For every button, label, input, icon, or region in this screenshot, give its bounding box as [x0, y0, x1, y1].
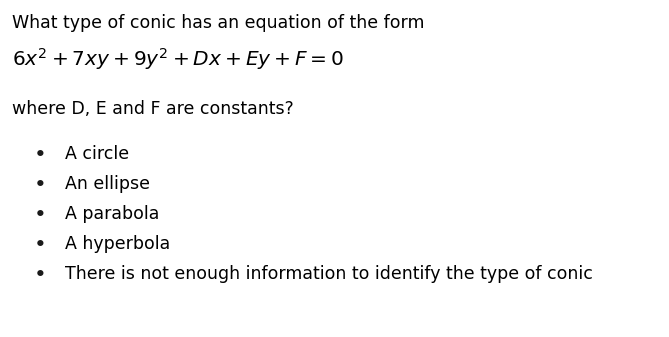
Text: An ellipse: An ellipse	[65, 175, 150, 193]
Text: What type of conic has an equation of the form: What type of conic has an equation of th…	[12, 14, 425, 32]
Text: A hyperbola: A hyperbola	[65, 235, 170, 253]
Text: A circle: A circle	[65, 145, 129, 163]
Text: •: •	[33, 205, 46, 225]
Text: •: •	[33, 175, 46, 195]
Text: •: •	[33, 145, 46, 165]
Text: A parabola: A parabola	[65, 205, 159, 223]
Text: There is not enough information to identify the type of conic: There is not enough information to ident…	[65, 265, 593, 283]
Text: $6x^2 + 7xy + 9y^2 + Dx + Ey + F = 0$: $6x^2 + 7xy + 9y^2 + Dx + Ey + F = 0$	[12, 46, 345, 72]
Text: •: •	[33, 235, 46, 255]
Text: where D, E and F are constants?: where D, E and F are constants?	[12, 100, 294, 118]
Text: •: •	[33, 265, 46, 285]
